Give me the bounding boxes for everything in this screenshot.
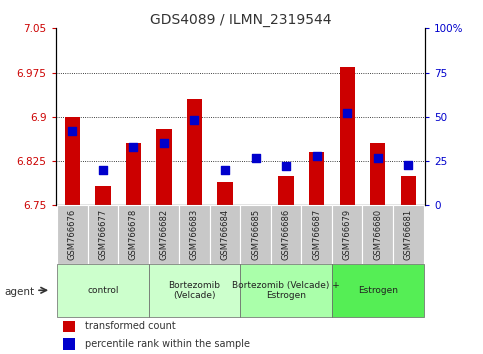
Bar — [271, 205, 301, 264]
Bar — [57, 205, 87, 264]
Bar — [63, 321, 75, 332]
Bar — [118, 205, 149, 264]
Bar — [179, 205, 210, 264]
Bar — [370, 143, 385, 205]
Bar — [279, 176, 294, 205]
Bar — [63, 338, 75, 349]
Point — [282, 164, 290, 169]
Point — [99, 167, 107, 173]
Text: GSM766683: GSM766683 — [190, 209, 199, 260]
Text: GSM766687: GSM766687 — [312, 209, 321, 260]
Bar — [241, 264, 332, 317]
Bar — [217, 182, 233, 205]
Bar — [400, 176, 416, 205]
Text: GSM766680: GSM766680 — [373, 209, 382, 260]
Bar — [87, 205, 118, 264]
Point — [160, 141, 168, 146]
Bar — [301, 205, 332, 264]
Bar — [340, 67, 355, 205]
Bar — [95, 186, 111, 205]
Text: percentile rank within the sample: percentile rank within the sample — [85, 338, 250, 349]
Text: GSM766684: GSM766684 — [221, 209, 229, 260]
Text: Bortezomib (Velcade) +
Estrogen: Bortezomib (Velcade) + Estrogen — [232, 281, 340, 300]
Text: GSM766676: GSM766676 — [68, 209, 77, 260]
Text: Estrogen: Estrogen — [358, 286, 398, 295]
Text: transformed count: transformed count — [85, 321, 175, 331]
Bar — [332, 264, 424, 317]
Bar — [210, 205, 241, 264]
Bar — [156, 129, 171, 205]
Bar — [332, 205, 362, 264]
Point — [252, 155, 259, 160]
Bar — [57, 264, 149, 317]
Point — [313, 153, 321, 159]
Title: GDS4089 / ILMN_2319544: GDS4089 / ILMN_2319544 — [150, 13, 331, 27]
Point — [374, 155, 382, 160]
Text: Bortezomib
(Velcade): Bortezomib (Velcade) — [169, 281, 220, 300]
Text: GSM766682: GSM766682 — [159, 209, 169, 260]
Text: GSM766685: GSM766685 — [251, 209, 260, 260]
Point — [404, 162, 412, 167]
Bar — [309, 152, 324, 205]
Bar — [393, 205, 424, 264]
Point — [69, 128, 76, 134]
Bar — [149, 205, 179, 264]
Text: GSM766679: GSM766679 — [342, 209, 352, 260]
Bar — [187, 99, 202, 205]
Point — [221, 167, 229, 173]
Text: control: control — [87, 286, 119, 295]
Text: GSM766686: GSM766686 — [282, 209, 291, 260]
Text: GSM766677: GSM766677 — [99, 209, 107, 260]
Text: agent: agent — [5, 287, 35, 297]
Point — [129, 144, 137, 150]
Point — [191, 118, 199, 123]
Text: GSM766678: GSM766678 — [129, 209, 138, 260]
Bar — [65, 117, 80, 205]
Bar — [126, 143, 141, 205]
Bar — [149, 264, 241, 317]
Text: GSM766681: GSM766681 — [404, 209, 413, 260]
Bar — [362, 205, 393, 264]
Point — [343, 110, 351, 116]
Bar — [241, 205, 271, 264]
